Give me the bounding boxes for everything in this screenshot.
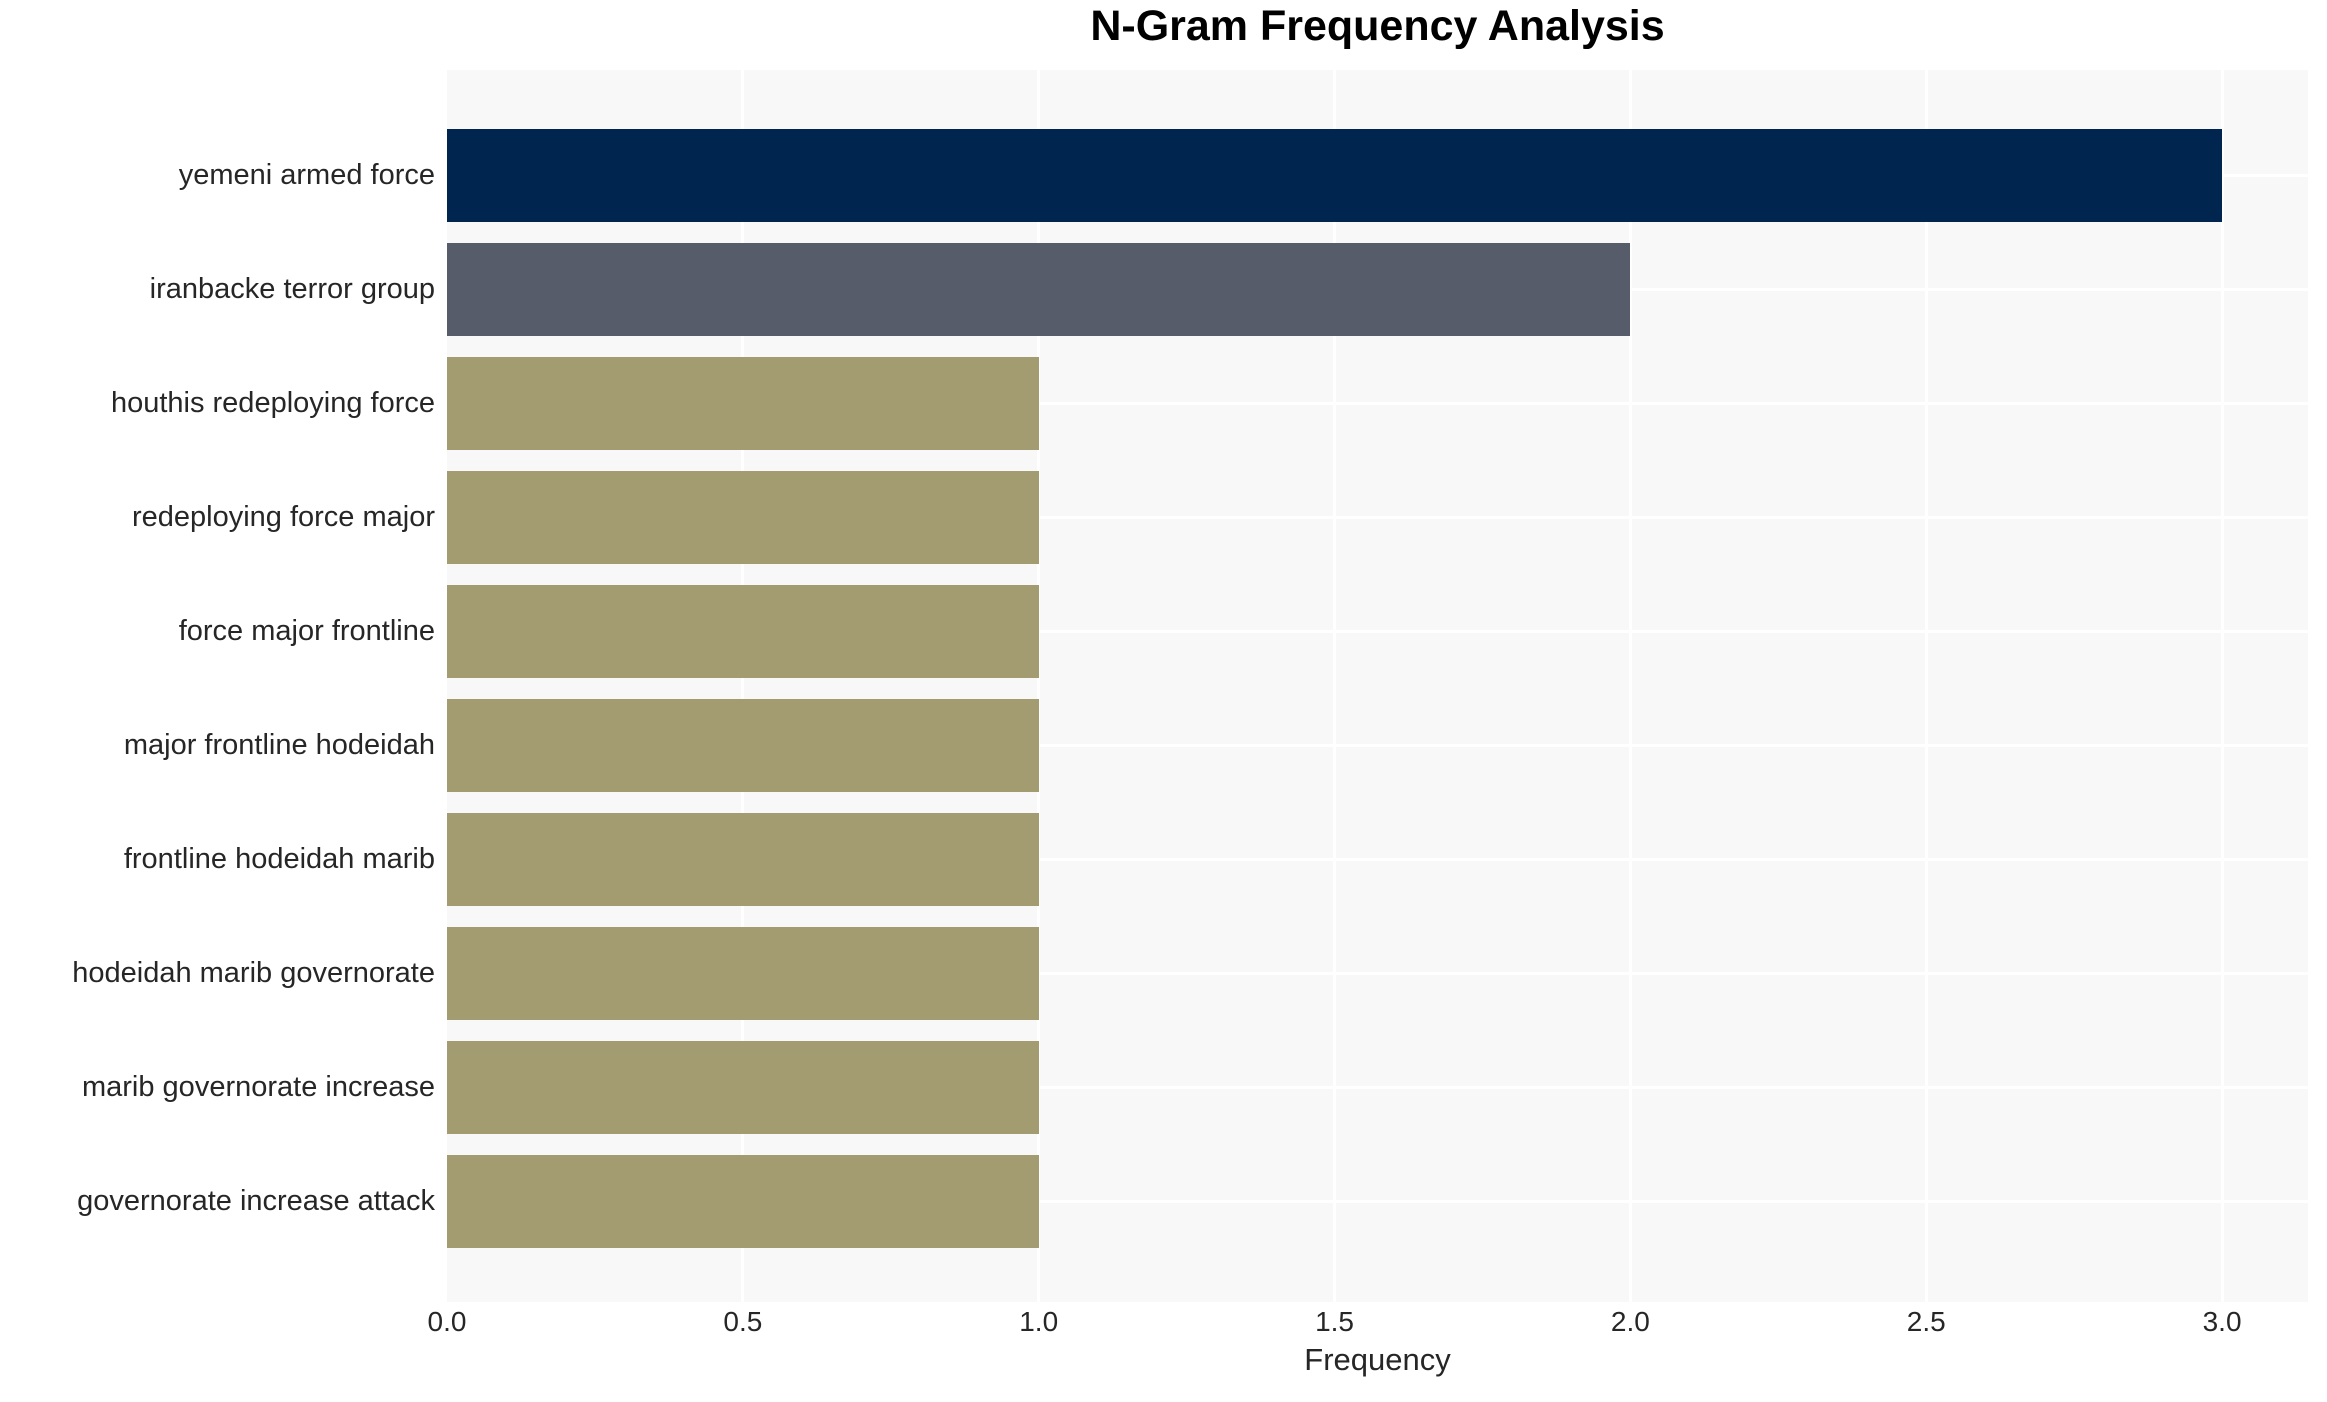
gridline-vertical (1924, 70, 1928, 1302)
gridline-horizontal (447, 858, 2308, 861)
category-label: yemeni armed force (178, 159, 435, 191)
bar-houthis-redeploying-force (447, 357, 1039, 450)
bar-iranbacke-terror-group (447, 243, 1631, 336)
bar-frontline-hodeidah-marib (447, 813, 1039, 906)
chart-title: N-Gram Frequency Analysis (1090, 2, 1665, 50)
bar-marib-governorate-increase (447, 1041, 1039, 1134)
x-tick-label: 3.0 (2202, 1306, 2242, 1337)
bar-yemeni-armed-force (447, 129, 2223, 222)
category-label: governorate increase attack (77, 1185, 435, 1217)
category-label: frontline hodeidah marib (123, 843, 435, 875)
gridline-vertical (1628, 70, 1632, 1302)
gridline-horizontal (447, 630, 2308, 633)
gridline-horizontal (447, 972, 2308, 975)
bar-governorate-increase-attack (447, 1155, 1039, 1248)
bar-major-frontline-hodeidah (447, 699, 1039, 792)
category-label: houthis redeploying force (110, 387, 435, 419)
x-tick-label: 2.5 (1906, 1306, 1946, 1337)
plot-area (447, 70, 2308, 1302)
category-label: force major frontline (178, 615, 435, 647)
gridline-horizontal (447, 516, 2308, 519)
gridline-horizontal (447, 1086, 2308, 1089)
x-tick-label: 1.5 (1315, 1306, 1354, 1337)
x-axis-label: Frequency (1304, 1342, 1451, 1377)
category-label: marib governorate increase (81, 1071, 435, 1103)
bar-redeploying-force-major (447, 471, 1039, 564)
x-tick-label: 1.0 (1019, 1306, 1059, 1337)
x-tick-label: 2.0 (1610, 1306, 1650, 1337)
gridline-vertical (1037, 70, 1041, 1302)
bar-force-major-frontline (447, 585, 1039, 678)
category-label: redeploying force major (131, 501, 435, 533)
gridline-vertical (1333, 70, 1337, 1302)
gridline-horizontal (447, 744, 2308, 747)
x-tick-label: 0.0 (427, 1306, 467, 1337)
gridline-vertical (2220, 70, 2224, 1302)
category-label: major frontline hodeidah (123, 729, 435, 761)
category-label: hodeidah marib governorate (72, 957, 435, 989)
gridline-vertical (741, 70, 745, 1302)
category-label: iranbacke terror group (149, 273, 435, 305)
x-tick-label: 0.5 (723, 1306, 763, 1337)
gridline-horizontal (447, 402, 2308, 405)
bar-hodeidah-marib-governorate (447, 927, 1039, 1020)
gridline-horizontal (447, 1200, 2308, 1203)
